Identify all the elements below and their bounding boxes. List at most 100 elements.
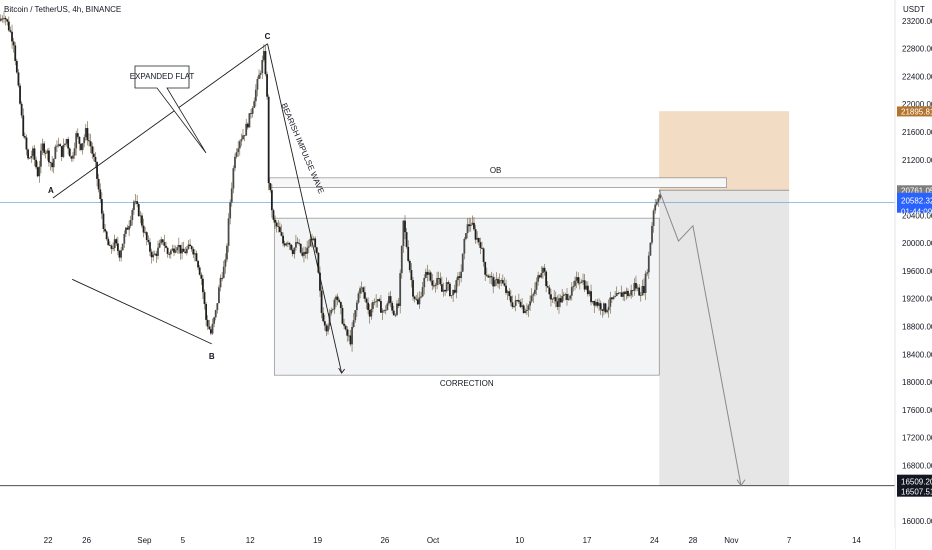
price-tick-label: 21200.00 <box>902 156 932 165</box>
candle-body <box>147 240 150 243</box>
correction-box <box>273 217 660 376</box>
time-tick-label: 12 <box>246 536 255 545</box>
candle-body <box>551 298 554 300</box>
time-axis[interactable]: 22 26 Sep 5 12 19 26 Oct 10 17 24 28 Nov 7 14 <box>0 528 895 550</box>
candle-body <box>474 229 477 240</box>
candle-body <box>335 296 337 300</box>
candle-body <box>593 300 596 306</box>
candle-body <box>288 242 291 245</box>
candle-body <box>659 194 661 199</box>
candle-body <box>452 289 455 296</box>
candle-body <box>360 287 363 289</box>
candle-body <box>253 101 256 108</box>
candle-body <box>336 296 339 301</box>
candle-body <box>652 210 655 226</box>
candle-body <box>490 276 493 278</box>
candle-body <box>131 209 134 220</box>
candle-body <box>428 272 430 275</box>
candle-body <box>282 235 284 244</box>
candle-body <box>145 232 148 241</box>
candle-body <box>242 135 244 140</box>
candle-body <box>431 280 434 286</box>
candle-body <box>105 231 108 240</box>
candle-body <box>266 74 268 97</box>
candle-body <box>453 289 456 293</box>
candle-body <box>521 305 523 307</box>
candle-body <box>583 280 586 290</box>
candle-body <box>232 168 235 189</box>
candle-body <box>100 199 103 214</box>
candle-body <box>349 335 352 345</box>
candle-body <box>12 41 15 46</box>
price-tick-label: 16800.00 <box>902 461 932 470</box>
candle-body <box>166 247 169 254</box>
candle-body <box>258 74 260 79</box>
candle-body <box>655 201 658 205</box>
time-tick-label: 14 <box>852 536 861 545</box>
candle-body <box>245 123 248 136</box>
candle-body <box>530 295 533 302</box>
candle-body <box>487 275 490 278</box>
candle-body <box>285 243 288 246</box>
candle-body <box>588 291 591 295</box>
candle-body <box>149 242 151 252</box>
candle-body <box>511 302 514 307</box>
time-tick-label: 24 <box>650 536 659 545</box>
candle-body <box>580 281 583 283</box>
candle-body <box>314 238 317 248</box>
candle-body <box>235 152 238 157</box>
candle-body <box>426 271 429 275</box>
candle-body <box>503 283 506 286</box>
candle-body <box>363 292 366 299</box>
currency-label: USDT <box>903 5 925 14</box>
candle-body <box>516 300 519 301</box>
candle-body <box>31 148 34 157</box>
candle-body <box>566 294 568 300</box>
candle-body <box>351 326 353 345</box>
candle-body <box>193 253 196 255</box>
candle-body <box>442 289 445 292</box>
candle-body <box>210 329 212 334</box>
candle-body <box>439 278 442 285</box>
candle-body <box>461 253 464 272</box>
candle-body <box>57 144 60 146</box>
candle-body <box>631 290 634 291</box>
candle-body <box>463 238 466 254</box>
impulse-wave-line <box>267 43 343 374</box>
candle-body <box>607 306 610 311</box>
candle-body <box>344 325 347 330</box>
candle-body <box>505 285 507 293</box>
candle-body <box>429 272 432 281</box>
candle-body <box>535 281 538 290</box>
candle-body <box>527 305 530 310</box>
price-axis[interactable]: 16000.0016400.0016800.0017200.0017600.00… <box>894 0 932 550</box>
candle-body <box>165 245 167 248</box>
candle-body <box>192 249 195 255</box>
candle-body <box>437 278 440 279</box>
candle-body <box>529 301 532 306</box>
candle-body <box>14 45 17 61</box>
candle-body <box>372 302 374 309</box>
candle-body <box>171 248 174 251</box>
candle-body <box>76 133 79 137</box>
candle-body <box>41 143 44 151</box>
candle-body <box>205 304 208 320</box>
expanded-flat-label: EXPANDED FLAT <box>130 72 195 81</box>
candle-body <box>139 215 142 217</box>
candle-body <box>121 243 124 251</box>
candle-body <box>206 319 209 327</box>
candle-body <box>457 276 459 281</box>
candle-body <box>129 219 132 226</box>
candle-body <box>373 301 376 303</box>
candle-body <box>25 137 28 150</box>
price-tick-label: 19200.00 <box>902 295 932 304</box>
candle-body <box>444 289 446 292</box>
candle-body <box>378 299 381 302</box>
time-tick-label: 5 <box>181 536 186 545</box>
candle-body <box>554 297 557 302</box>
candle-body <box>347 335 350 337</box>
candle-body <box>524 311 527 313</box>
candle-body <box>222 266 225 278</box>
candle-body <box>577 277 580 284</box>
